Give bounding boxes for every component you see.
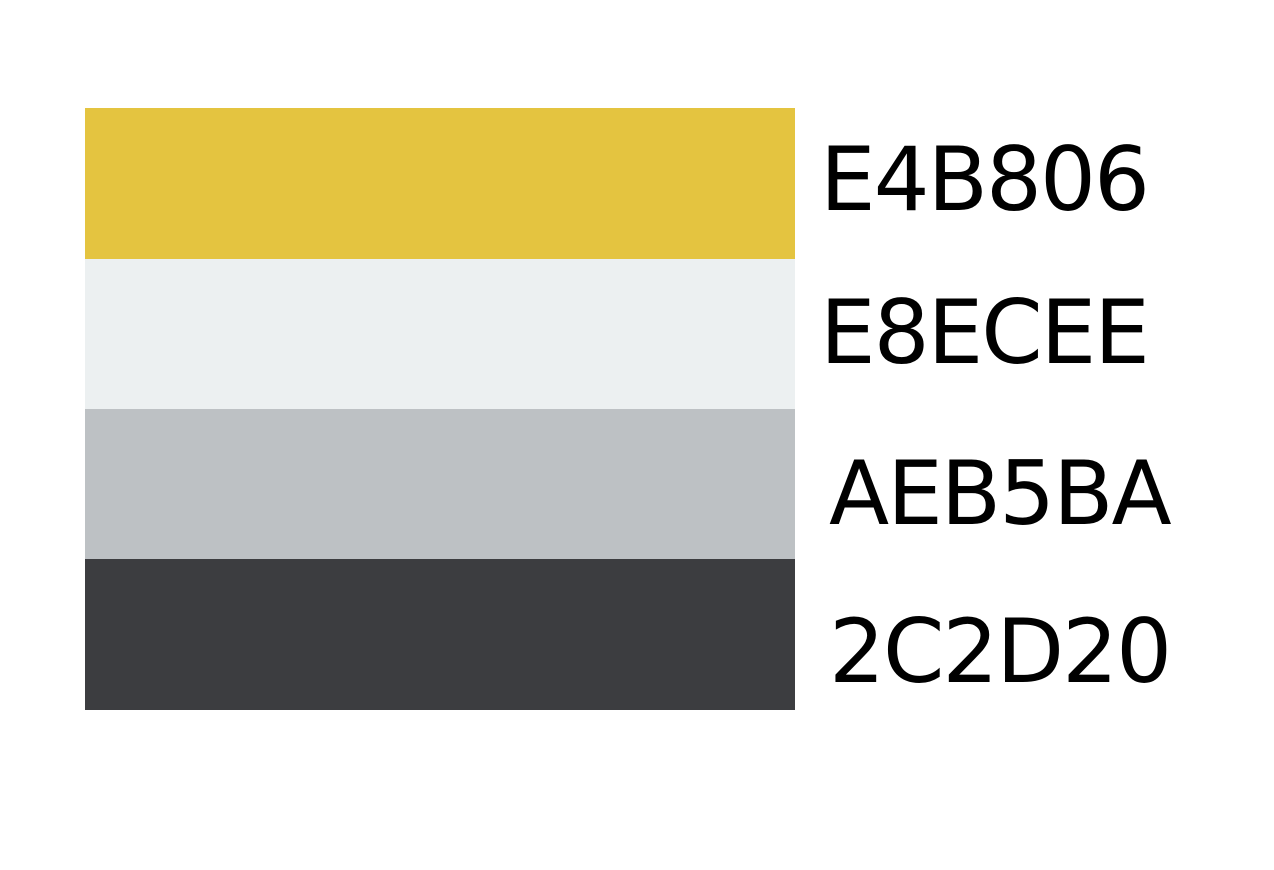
swatch-3 <box>85 409 795 560</box>
swatch-2 <box>85 259 795 410</box>
color-code-3: AEB5BA <box>829 442 1172 545</box>
swatch-1 <box>85 108 795 259</box>
swatch-4 <box>85 559 795 710</box>
color-code-2: E8ECEE <box>820 281 1150 384</box>
color-code-4: 2C2D20 <box>829 600 1172 703</box>
color-code-1: E4B806 <box>820 128 1150 231</box>
